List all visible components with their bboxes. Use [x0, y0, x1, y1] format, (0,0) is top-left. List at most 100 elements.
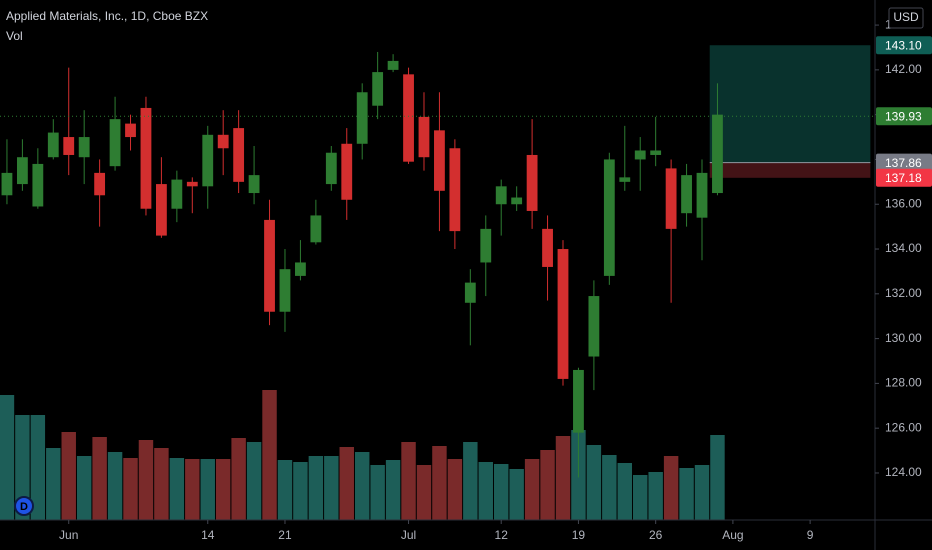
candle-body	[233, 128, 245, 182]
volume-bar	[463, 442, 478, 520]
volume-bar	[354, 452, 370, 520]
candle-body	[449, 148, 461, 232]
candle-body	[665, 168, 677, 229]
currency-label[interactable]: USD	[893, 10, 919, 24]
candle-body	[588, 296, 600, 357]
candle-body	[94, 172, 106, 196]
candle-body	[125, 123, 136, 138]
candle-body	[573, 369, 584, 433]
candle-body	[16, 157, 28, 185]
volume-bar	[416, 465, 432, 520]
x-tick-label: Aug	[722, 528, 743, 542]
volume-bar	[679, 468, 694, 520]
volume-bar	[30, 415, 46, 520]
volume-bar	[185, 459, 200, 520]
volume-bar	[169, 458, 185, 520]
candle-body	[634, 150, 646, 160]
volume-bar	[432, 446, 447, 520]
candle-body	[403, 74, 414, 162]
volume-bar	[385, 460, 401, 520]
candle-body	[109, 119, 121, 167]
volume-bar	[540, 450, 555, 520]
volume-bar	[215, 459, 231, 520]
volume-label: Vol	[6, 29, 23, 43]
volume-bar	[478, 462, 493, 520]
volume-bar	[293, 462, 308, 520]
price-label: 137.86	[885, 156, 922, 170]
candle-body	[186, 181, 198, 187]
volume-bar	[15, 415, 30, 520]
volume-bar	[710, 435, 725, 520]
candle-body	[202, 134, 214, 187]
volume-bar	[602, 455, 617, 520]
y-tick-label: 130.00	[885, 331, 922, 345]
volume-bar	[555, 436, 571, 520]
plot-area	[0, 45, 875, 520]
candle-body	[542, 228, 553, 267]
x-tick-label: 21	[278, 528, 292, 542]
volume-bar	[61, 432, 76, 520]
candle-body	[264, 219, 275, 312]
y-tick-label: 126.00	[885, 420, 922, 434]
price-label-box	[876, 153, 932, 172]
volume-bar	[524, 459, 540, 520]
candle-body	[279, 269, 291, 312]
x-tick-label: 19	[572, 528, 586, 542]
candle-body	[603, 159, 615, 276]
volume-bar	[107, 452, 123, 520]
candle-body	[32, 163, 44, 207]
candle-body	[372, 72, 384, 106]
logo-badge[interactable]	[14, 496, 34, 516]
volume-bar	[277, 460, 293, 520]
x-tick-label: 14	[201, 528, 215, 542]
volume-bar	[633, 475, 648, 520]
volume-bar	[308, 456, 324, 520]
volume-bar	[324, 456, 339, 520]
volume-bar	[0, 395, 15, 520]
volume-bar	[123, 458, 138, 520]
candle-body	[295, 262, 306, 276]
candle-body	[712, 114, 723, 194]
volume-bar	[663, 456, 679, 520]
y-tick-label: 142.00	[885, 62, 922, 76]
position-stop-zone	[709, 162, 871, 178]
y-tick-label: 134.00	[885, 241, 922, 255]
candle-body	[325, 152, 337, 185]
candle-body	[696, 172, 708, 218]
x-tick-label: 9	[807, 528, 814, 542]
candle-body	[78, 137, 90, 158]
candle-body	[650, 150, 662, 155]
candle-body	[434, 130, 445, 191]
candle-body	[310, 215, 322, 243]
price-label-box	[876, 107, 932, 126]
y-tick-label: 132.00	[885, 286, 922, 300]
position-target-zone	[709, 45, 871, 163]
candle-body	[418, 116, 430, 158]
candle-body	[356, 92, 368, 144]
volume-bar	[154, 448, 169, 520]
volume-bar	[401, 442, 416, 520]
price-label: 143.10	[885, 38, 922, 52]
price-label: 137.18	[885, 171, 922, 185]
volume-bar	[92, 437, 107, 520]
candle-body	[511, 197, 523, 205]
volume-bar	[231, 438, 246, 520]
x-tick-label: Jun	[59, 528, 78, 542]
candle-body	[217, 134, 229, 149]
axes: 124.00 126.00 128.00 130.00 132.00 134.00 136.…	[59, 17, 932, 542]
price-label-box	[876, 36, 932, 55]
logo-text[interactable]: D	[20, 501, 28, 513]
volume-bar	[246, 442, 262, 520]
volume-bar	[339, 447, 354, 520]
chart-title: Applied Materials, Inc., 1D, Cboe BZX	[6, 9, 208, 23]
volume-bar	[447, 459, 463, 520]
volume-bar	[76, 456, 92, 520]
currency-box[interactable]	[888, 7, 924, 29]
x-tick-label: 26	[649, 528, 663, 542]
candle-body	[495, 186, 507, 205]
candle-body	[480, 228, 492, 263]
volume-bar	[262, 390, 277, 520]
volume-bar	[138, 440, 154, 520]
volume-bar	[46, 448, 61, 520]
